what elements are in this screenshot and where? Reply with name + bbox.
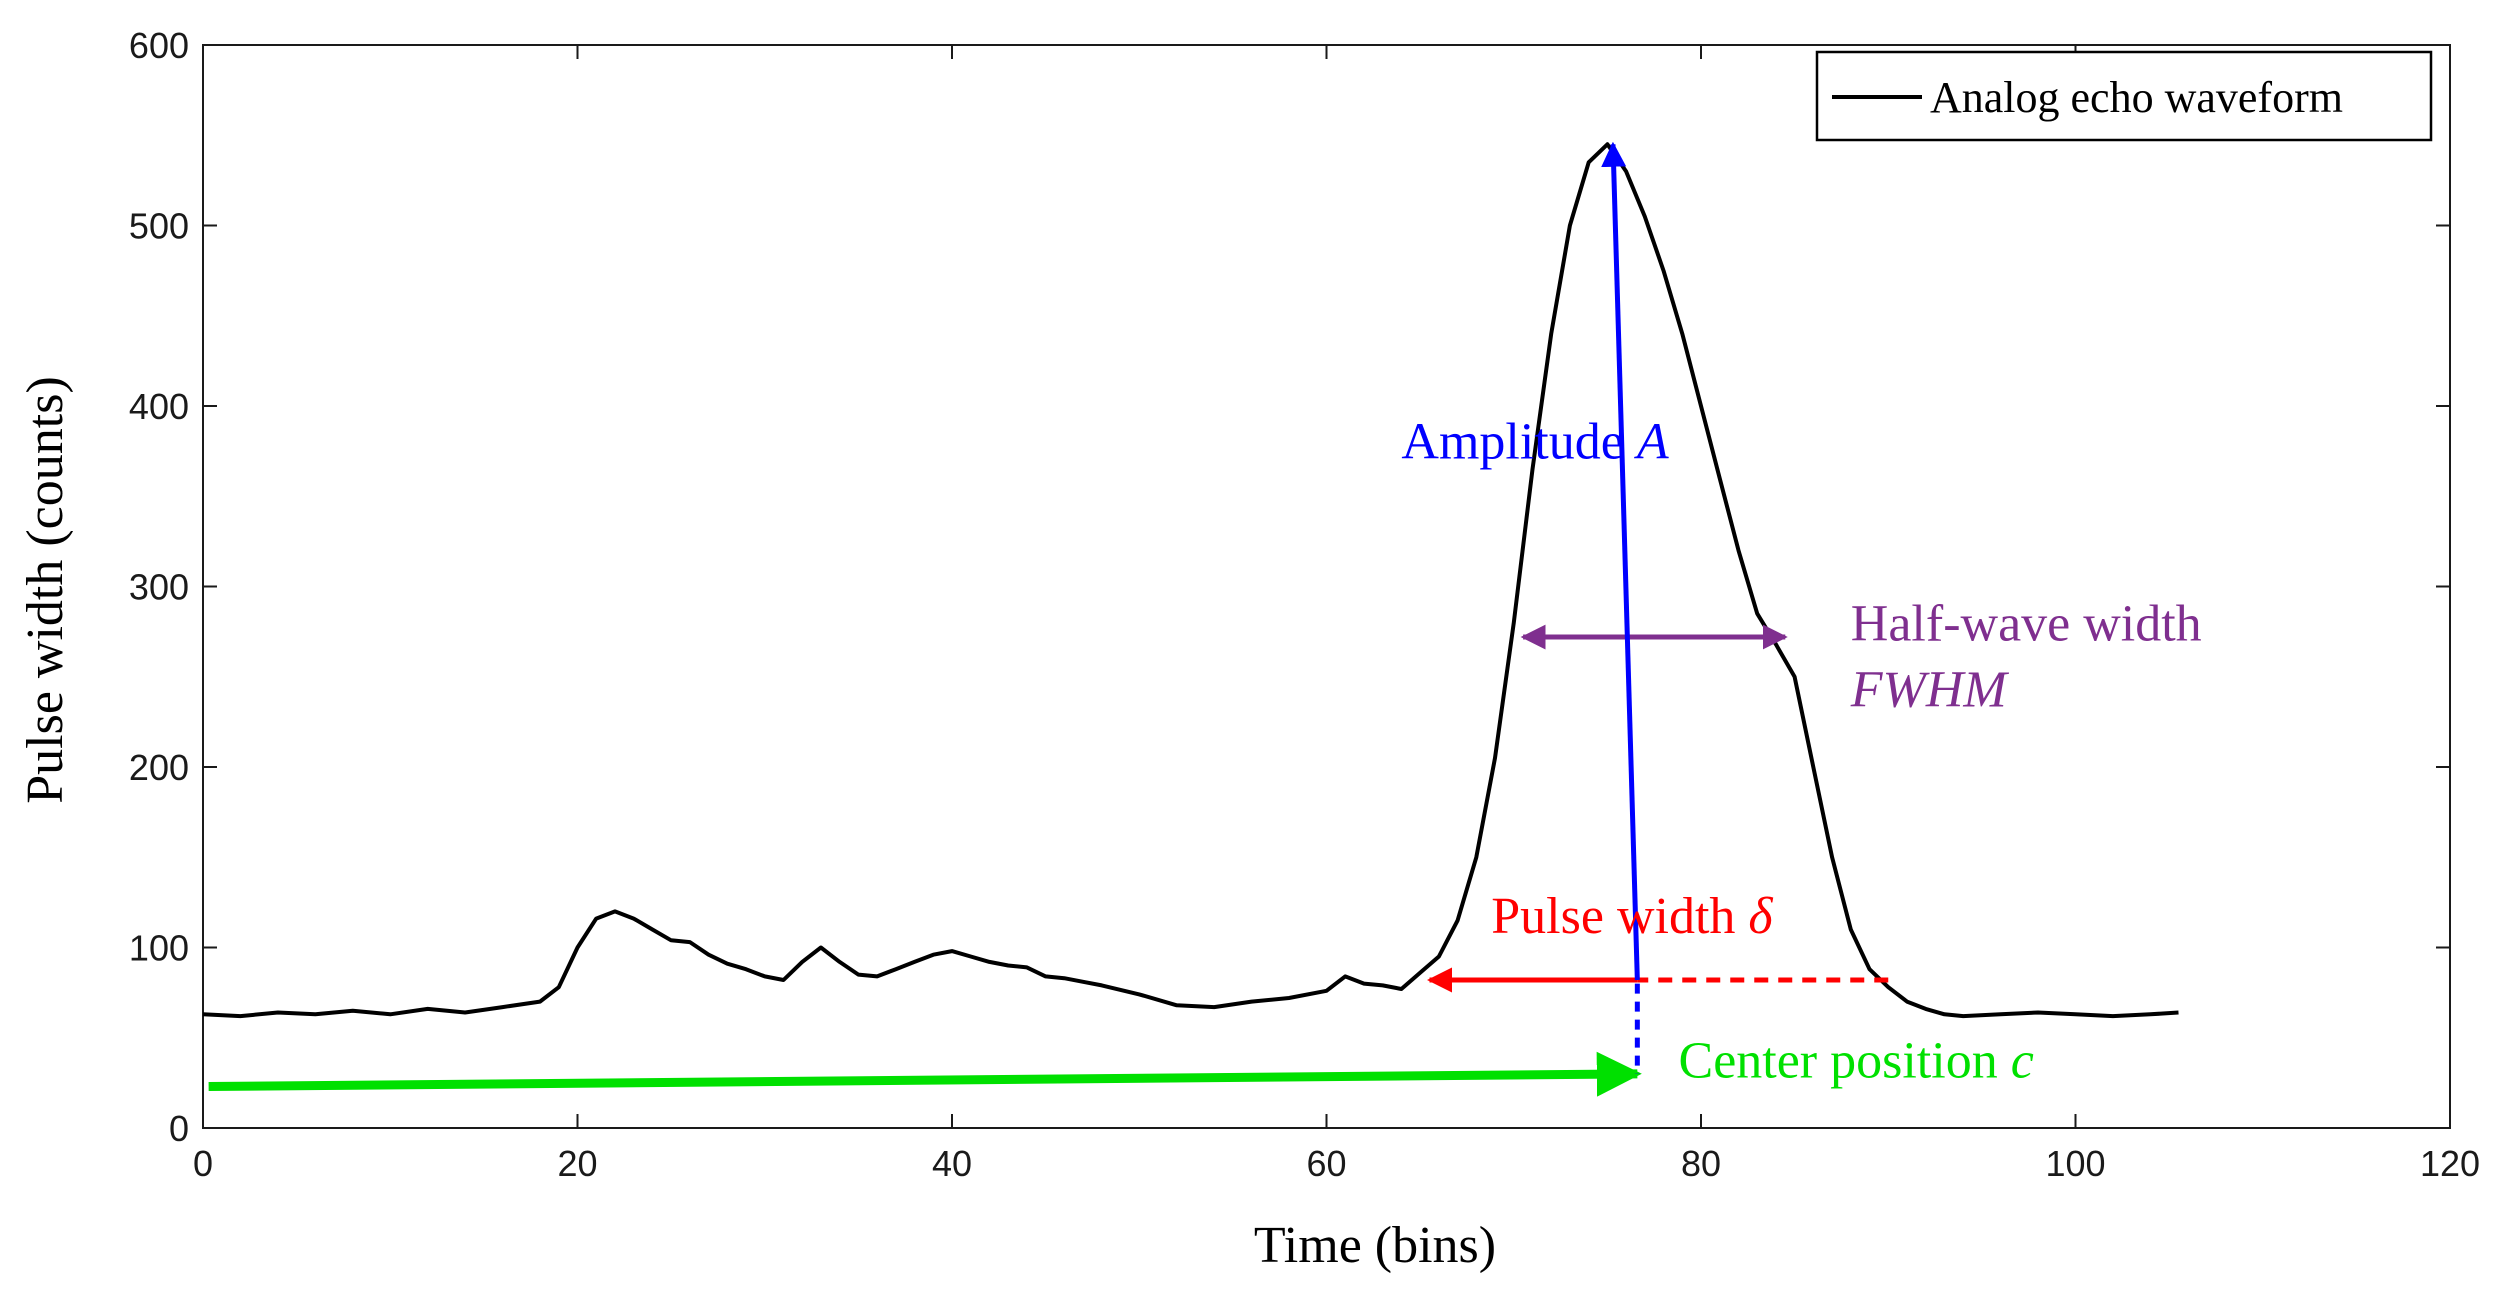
series-line-analog-echo-waveform [202,142,2179,1019]
plot-area [202,44,2451,1129]
amplitude-annotation: Amplitude A [1401,413,1668,470]
y-tick-label: 300 [129,567,189,608]
center-position-arrow [208,1051,1642,1097]
center-position-label: Center position [1679,1032,1998,1089]
legend-entry: Analog echo waveform [1930,73,2343,122]
x-tick-label: 40 [932,1143,972,1184]
center-position-symbol: c [2011,1032,2034,1089]
amplitude-arrow [1601,141,1640,981]
fwhm-annotation-label: Half-wave width [1851,596,2202,653]
y-axis-label: Pulse width (counts) [17,376,74,804]
legend: Analog echo waveform [1815,50,2433,142]
center-position-annotation: Center position c [1679,1032,2034,1089]
y-tick-label: 600 [129,25,189,66]
amplitude-label: Amplitude [1401,413,1623,470]
y-tick-label: 400 [129,386,189,427]
y-tick-label: 500 [129,206,189,247]
x-axis-label: Time (bins) [1254,1217,1496,1274]
y-tick-label: 0 [169,1108,189,1149]
x-tick-label: 120 [2420,1143,2480,1184]
tick-labels: 0 20 40 60 80 100 120 0 100 200 300 400 500 600 [129,25,2480,1184]
pulse-width-annotation: Pulse width δ [1491,888,1773,945]
amplitude-symbol: A [1634,413,1669,470]
fwhm-annotation-symbol: FWHM [1850,662,2010,719]
x-tick-label: 80 [1681,1143,1721,1184]
y-tick-label: 200 [129,747,189,788]
pulse-width-symbol: δ [1748,888,1773,945]
x-tick-label: 60 [1306,1143,1346,1184]
x-tick-label: 0 [193,1143,213,1184]
x-tick-label: 100 [2045,1143,2105,1184]
axis-ticks [202,44,2451,1129]
pulse-width-label: Pulse width [1491,888,1735,945]
y-tick-label: 100 [129,928,189,969]
x-tick-label: 20 [557,1143,597,1184]
